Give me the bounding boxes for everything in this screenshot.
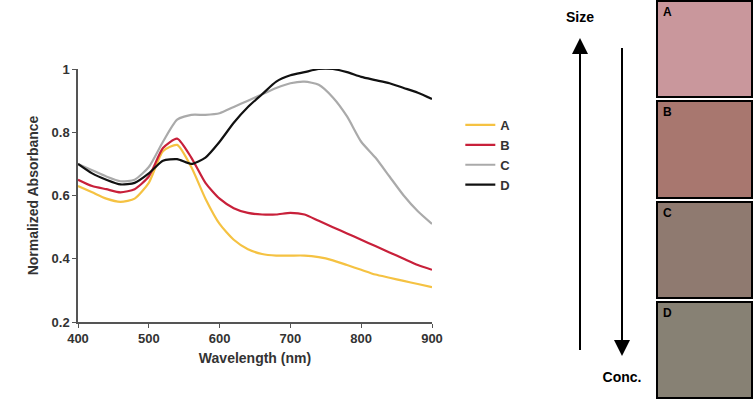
html-text:D: D [663, 305, 672, 320]
svg-text:900: 900 [421, 331, 443, 346]
svg-text:Normalized Absorbance: Normalized Absorbance [25, 115, 41, 275]
svg-text:700: 700 [280, 331, 302, 346]
svg-text:D: D [500, 178, 509, 193]
html-text:B: B [663, 105, 672, 120]
svg-text:Wavelength (nm): Wavelength (nm) [199, 350, 311, 366]
svg-text:A: A [500, 118, 510, 133]
svg-text:0.2: 0.2 [52, 315, 70, 330]
svg-text:0.6: 0.6 [52, 188, 70, 203]
svg-text:500: 500 [138, 331, 160, 346]
svg-text:0.4: 0.4 [52, 251, 71, 266]
html-text:A: A [663, 5, 672, 19]
svg-text:800: 800 [350, 331, 372, 346]
svg-text:0.8: 0.8 [52, 125, 70, 140]
svg-text:C: C [500, 158, 510, 173]
svg-text:Size: Size [566, 9, 594, 25]
html-text:C: C [663, 205, 672, 220]
svg-text:400: 400 [67, 331, 89, 346]
svg-text:600: 600 [209, 331, 231, 346]
svg-text:1: 1 [62, 62, 69, 77]
svg-text:Conc.: Conc. [603, 369, 642, 385]
svg-text:B: B [500, 138, 509, 153]
